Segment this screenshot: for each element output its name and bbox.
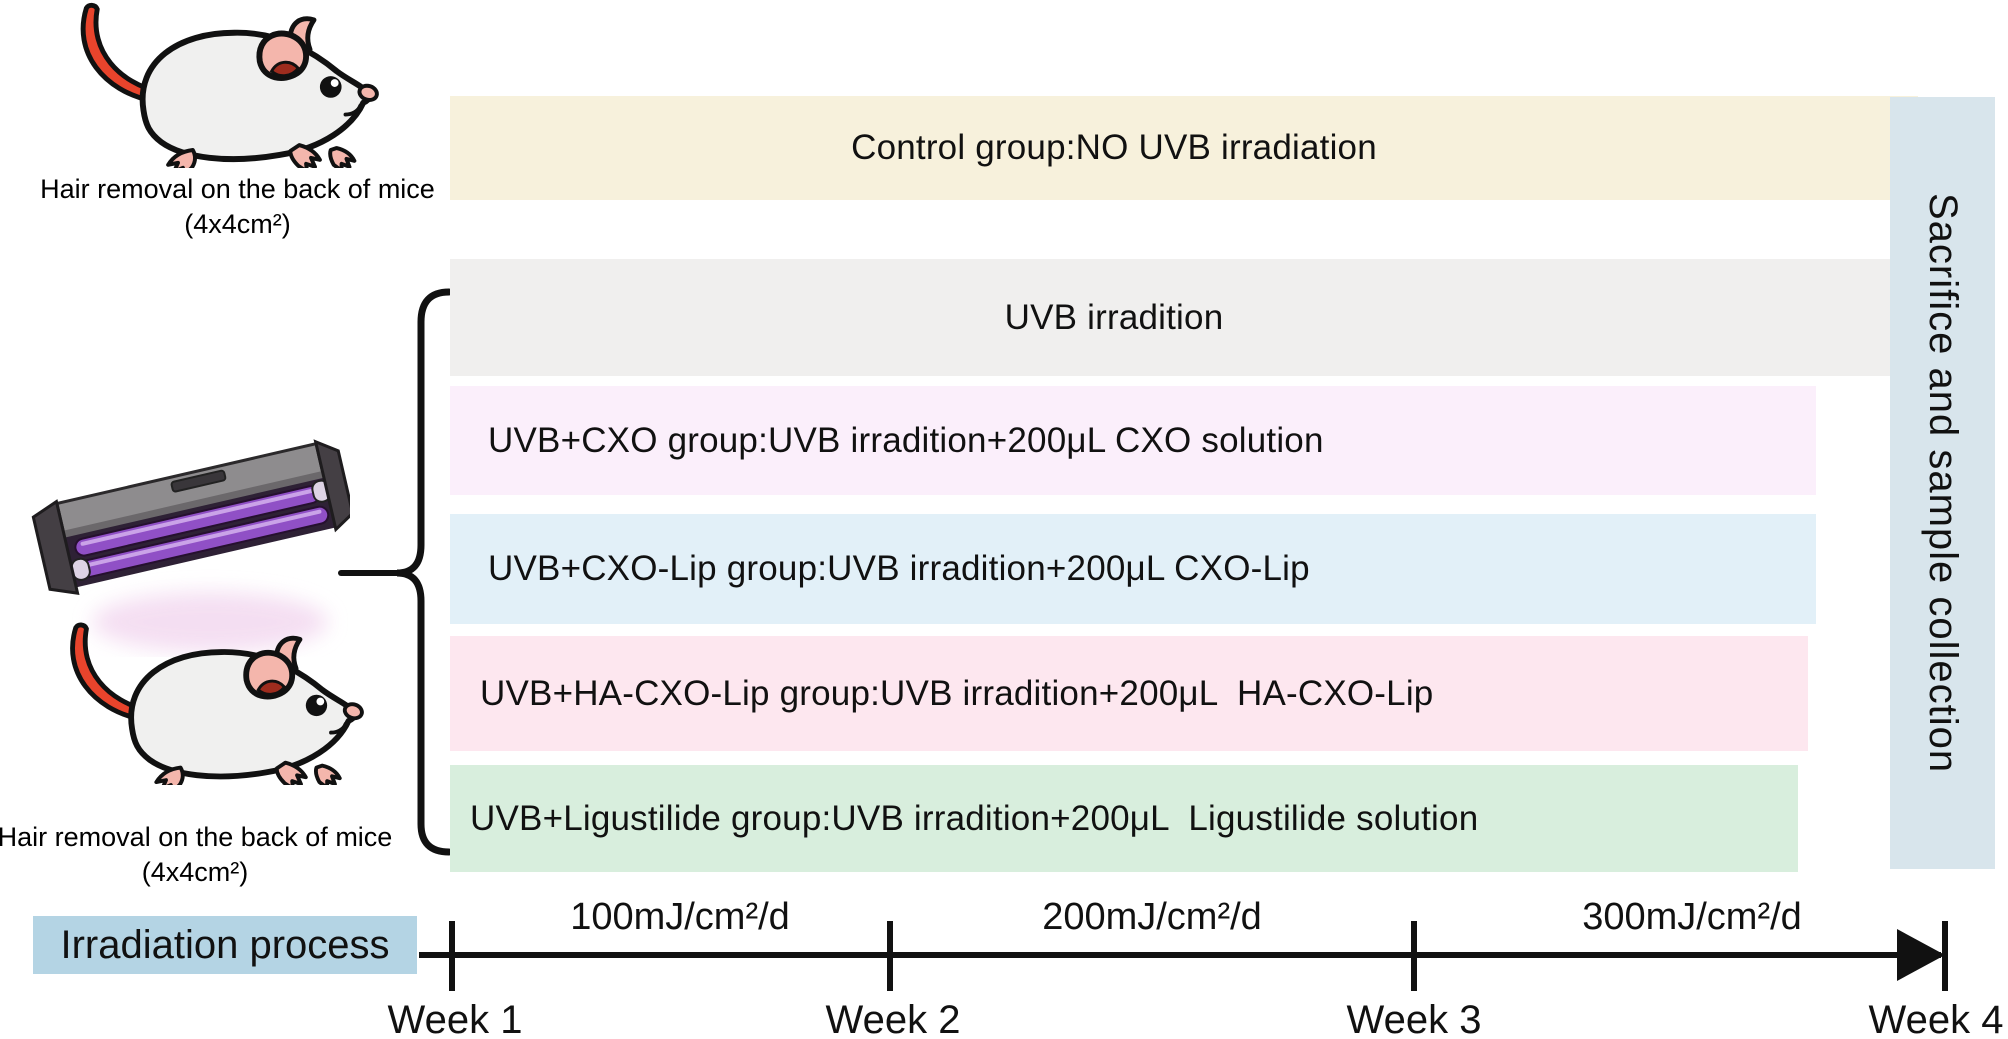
tick-week4	[1942, 921, 1948, 991]
uv-lamp-icon	[31, 439, 350, 652]
irradiation-process-box: Irradiation process	[33, 916, 417, 974]
dose-label-1: 100mJ/cm²/d	[570, 896, 790, 938]
group-label: Control group:NO UVB irradiation	[851, 128, 1377, 167]
tick-week2	[887, 921, 893, 991]
week-label-2: Week 2	[825, 998, 961, 1039]
group-bar-uvb-cxo-lip: UVB+CXO-Lip group:UVB irradition+200μL C…	[450, 514, 1816, 624]
group-label: UVB+Ligustilide group:UVB irradition+200…	[470, 798, 1479, 838]
group-label: UVB+CXO group:UVB irradition+200μL CXO s…	[488, 420, 1324, 460]
sacrifice-label: Sacrifice and sample collection	[1921, 192, 1965, 774]
group-bar-uvb-ligustilide: UVB+Ligustilide group:UVB irradition+200…	[450, 765, 1798, 872]
caption-line1: Hair removal on the back of mice	[0, 822, 393, 852]
timeline-arrowhead-icon	[1897, 929, 1945, 981]
caption-line1: Hair removal on the back of mice	[40, 174, 435, 204]
dose-label-2: 200mJ/cm²/d	[1042, 896, 1262, 938]
mouse-icon	[45, 0, 380, 168]
lamp-to-brace-connector	[338, 570, 400, 576]
caption-line2: (4x4cm²)	[184, 208, 291, 239]
group-label: UVB+HA-CXO-Lip group:UVB irradition+200μ…	[480, 673, 1434, 713]
hair-removal-caption-bottom: Hair removal on the back of mice (4x4cm²…	[0, 820, 395, 889]
group-label: UVB irradition	[1004, 297, 1224, 337]
group-bar-uvb: UVB irradition	[450, 259, 1918, 376]
week-label-4: Week 4	[1868, 998, 2004, 1039]
week-label-3: Week 3	[1346, 998, 1482, 1039]
brace-icon	[396, 288, 453, 856]
timeline-axis	[419, 952, 1941, 958]
tick-week3	[1411, 921, 1417, 991]
caption-line2: (4x4cm²)	[141, 856, 249, 887]
hair-removal-caption-top: Hair removal on the back of mice (4x4cm²…	[15, 172, 460, 241]
sacrifice-bar: Sacrifice and sample collection	[1890, 97, 1995, 869]
dose-label-3: 300mJ/cm²/d	[1582, 896, 1802, 938]
group-bar-control: Control group:NO UVB irradiation	[450, 96, 1918, 200]
irradiation-process-label: Irradiation process	[60, 922, 390, 967]
group-label: UVB+CXO-Lip group:UVB irradition+200μL C…	[488, 549, 1310, 588]
mouse-icon	[35, 620, 365, 785]
week-label-1: Week 1	[387, 998, 523, 1039]
group-bar-uvb-ha-cxo-lip: UVB+HA-CXO-Lip group:UVB irradition+200μ…	[450, 636, 1808, 751]
group-bar-uvb-cxo: UVB+CXO group:UVB irradition+200μL CXO s…	[450, 386, 1816, 495]
tick-week1	[449, 921, 455, 991]
